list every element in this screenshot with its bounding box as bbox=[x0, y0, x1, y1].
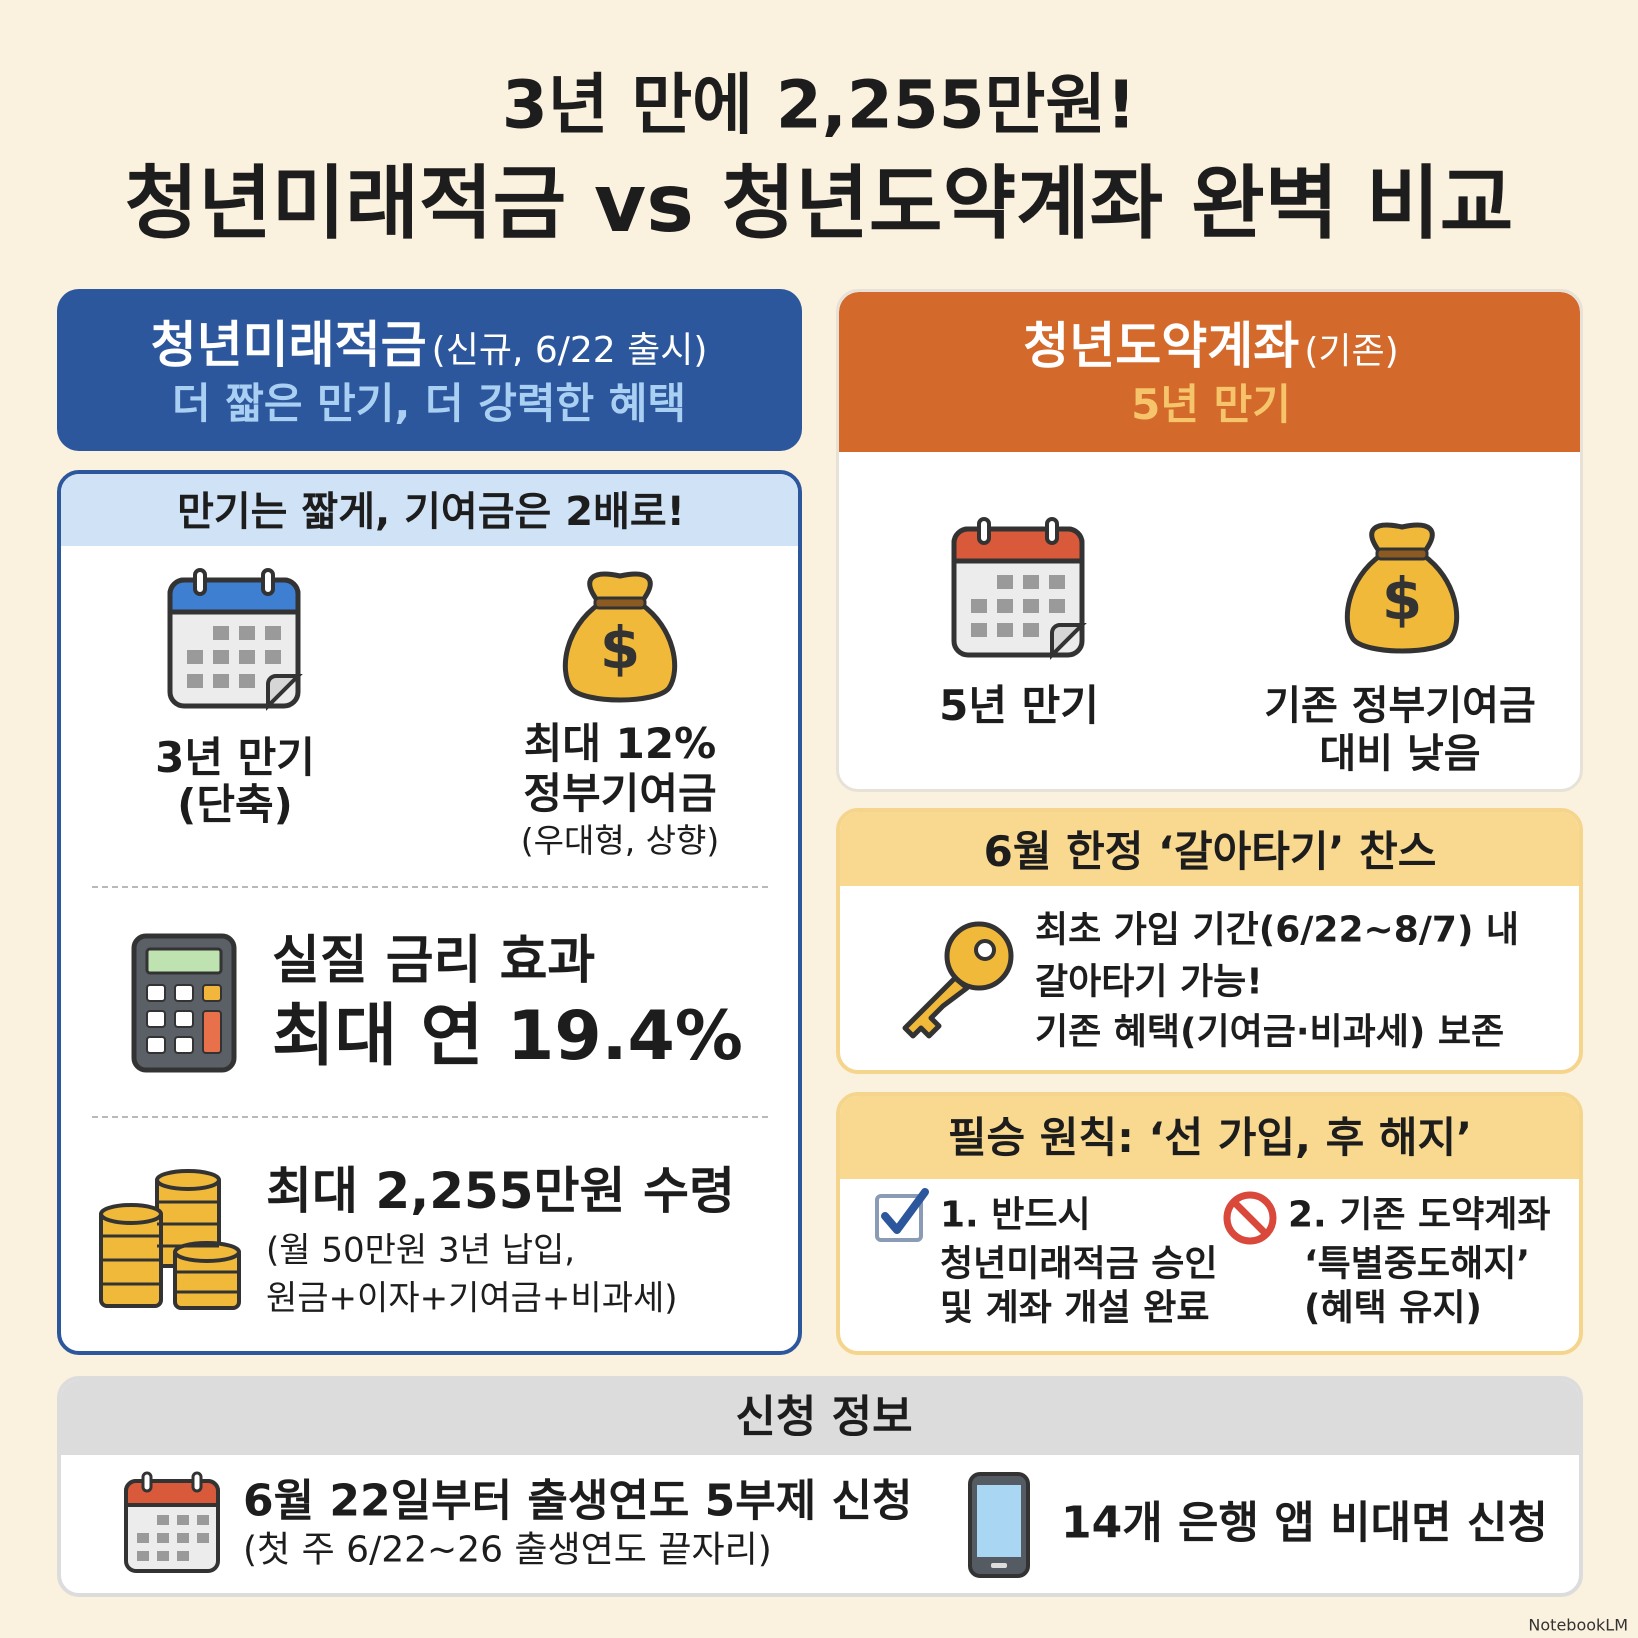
apply-note: (첫 주 6/22~26 출생연도 끝자리) bbox=[243, 1529, 772, 1571]
title-line: 3년 만에 2,255만원! bbox=[501, 66, 1137, 144]
rate-value: 최대 연 19.4% bbox=[272, 997, 743, 1077]
payout-title: 최대 2,255만원 수령 bbox=[266, 1162, 735, 1220]
box-band bbox=[840, 812, 1579, 886]
step-text: ‘특별중도해지’ bbox=[1304, 1243, 1531, 1285]
product-note: (신규, 6/22 출시) bbox=[431, 330, 708, 371]
rate-label: 실질 금리 효과 bbox=[272, 930, 596, 991]
prohibit-icon bbox=[1223, 1191, 1277, 1245]
step-text: 1. 반드시 bbox=[940, 1194, 1091, 1236]
product-note: (기존) bbox=[1304, 331, 1399, 372]
divider bbox=[92, 1116, 768, 1118]
product-name: 청년미래적금 bbox=[150, 316, 427, 374]
header-subtitle: 더 짧은 만기, 더 강력한 혜택 bbox=[171, 378, 687, 428]
feature-text: (단축) bbox=[177, 779, 293, 829]
feature-text: 대비 낮음 bbox=[1319, 731, 1481, 777]
box-title: 필승 원칙: ‘선 가입, 후 해지’ bbox=[947, 1112, 1473, 1162]
right-header bbox=[839, 292, 1580, 452]
feature-text: 기존 정부기여금 bbox=[1264, 683, 1536, 729]
apply-text: 14개 은행 앱 비대면 신청 bbox=[1061, 1497, 1548, 1549]
switch-text: 기존 혜택(기여금·비과세) 보존 bbox=[1035, 1011, 1505, 1053]
panel-band bbox=[61, 474, 798, 546]
divider bbox=[92, 886, 768, 888]
apply-box: 신청 정보 bbox=[57, 1376, 1583, 1597]
step-text: 2. 기존 도약계좌 bbox=[1288, 1194, 1551, 1236]
check-icon bbox=[875, 1188, 929, 1242]
switch-text: 갈아타기 가능! bbox=[1035, 961, 1263, 1003]
money-bag-icon: $ bbox=[562, 571, 678, 703]
panel-title: 만기는 짧게, 기여금은 2배로! bbox=[177, 489, 685, 535]
box-title: 6월 한정 ‘갈아타기’ 찬스 bbox=[983, 826, 1437, 876]
feature-note: (우대형, 상향) bbox=[520, 821, 720, 861]
header-title: 청년미래적금 (신규, 6/22 출시) bbox=[151, 315, 708, 375]
phone-icon bbox=[968, 1472, 1030, 1578]
feature-text: 정부기여금 bbox=[523, 768, 717, 818]
feature-text: 3년 만기 bbox=[155, 732, 315, 782]
title-line: 청년미래적금 vs 청년도약계좌 완벽 비교 bbox=[124, 157, 1514, 250]
feature-text: 최대 12% bbox=[523, 718, 717, 768]
money-bag-icon: $ bbox=[1344, 522, 1460, 654]
calendar-icon bbox=[124, 1471, 220, 1573]
key-icon bbox=[902, 921, 1014, 1039]
left-header: 청년미래적금 (신규, 6/22 출시) 더 짧은 만기, 더 강력한 혜택 bbox=[57, 289, 802, 451]
apply-text: 6월 22일부터 출생연도 5부제 신청 bbox=[243, 1475, 913, 1527]
feature-text: 5년 만기 bbox=[939, 680, 1099, 730]
header-title: 청년도약계좌 (기존) bbox=[1023, 316, 1398, 376]
calendar-icon bbox=[951, 517, 1087, 660]
payout-note: (월 50만원 3년 납입, bbox=[266, 1230, 576, 1271]
step-text: 및 계좌 개설 완료 bbox=[940, 1287, 1210, 1329]
svg-text:$: $ bbox=[600, 614, 640, 682]
header-subtitle: 5년 만기 bbox=[1131, 379, 1291, 429]
box-title: 신청 정보 bbox=[735, 1391, 913, 1443]
rule-box: 필승 원칙: ‘선 가입, 후 해지’ bbox=[836, 1092, 1583, 1355]
coins-icon bbox=[99, 1169, 241, 1310]
payout-note: 원금+이자+기여금+비과세) bbox=[266, 1278, 678, 1319]
box-band bbox=[840, 1096, 1579, 1179]
calculator-icon bbox=[131, 933, 237, 1073]
switch-text: 최초 가입 기간(6/22~8/7) 내 bbox=[1035, 909, 1520, 951]
watermark: NotebookLM bbox=[1528, 1615, 1628, 1635]
product-name: 청년도약계좌 bbox=[1023, 317, 1300, 375]
box-band bbox=[61, 1380, 1579, 1455]
svg-text:$: $ bbox=[1382, 565, 1422, 633]
step-text: 청년미래적금 승인 bbox=[940, 1243, 1218, 1285]
step-text: (혜택 유지) bbox=[1304, 1287, 1482, 1329]
calendar-icon bbox=[167, 568, 303, 711]
